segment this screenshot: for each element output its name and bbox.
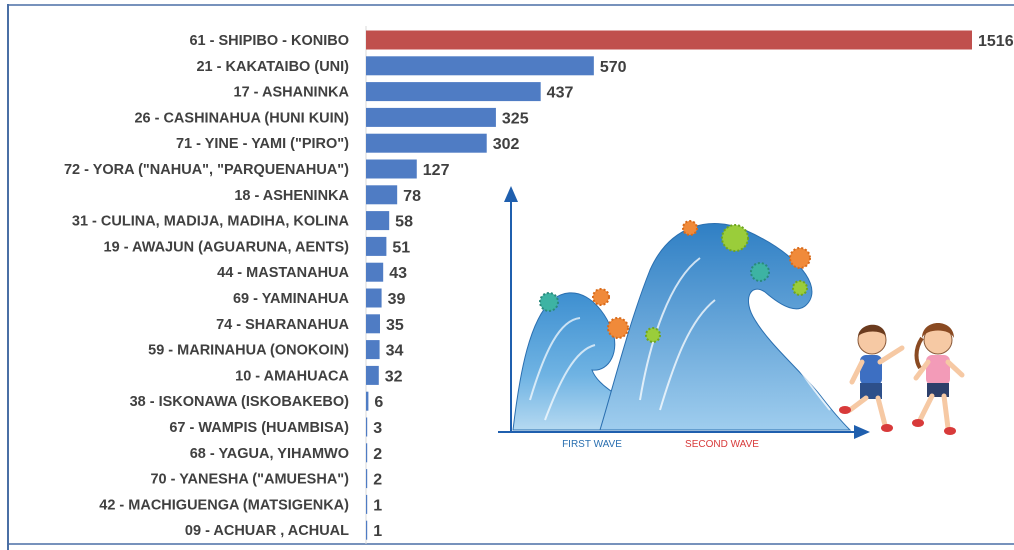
category-label: 19 - AWAJUN (AGUARUNA, AENTS) bbox=[104, 239, 350, 255]
category-label: 71 - YINE - YAMI ("PIRO") bbox=[176, 136, 349, 152]
bar bbox=[366, 133, 487, 153]
bar bbox=[366, 417, 368, 437]
value-label: 51 bbox=[392, 239, 410, 256]
bar bbox=[366, 107, 496, 127]
category-label: 61 - SHIPIBO - KONIBO bbox=[189, 33, 349, 49]
bar bbox=[366, 30, 972, 50]
running-girl-icon bbox=[912, 323, 965, 435]
bar bbox=[366, 288, 382, 308]
bar bbox=[366, 391, 369, 411]
value-label: 3 bbox=[373, 420, 382, 437]
value-label: 43 bbox=[389, 265, 407, 282]
category-label: 68 - YAGUA, YIHAMWO bbox=[190, 446, 349, 462]
category-label: 10 - AMAHUACA bbox=[235, 368, 349, 384]
value-label: 325 bbox=[502, 110, 529, 127]
value-label: 302 bbox=[493, 136, 520, 153]
second-wave-foam-icon bbox=[639, 257, 831, 411]
value-label: 78 bbox=[403, 188, 421, 205]
x-axis-arrow-icon bbox=[854, 425, 870, 439]
category-label: 67 - WAMPIS (HUAMBISA) bbox=[169, 420, 349, 436]
category-label: 44 - MASTANAHUA bbox=[217, 265, 349, 281]
value-label: 58 bbox=[395, 214, 413, 231]
category-label: 18 - ASHENINKA bbox=[234, 188, 349, 204]
value-label: 1 bbox=[373, 523, 382, 540]
value-label: 1 bbox=[373, 497, 382, 514]
value-label: 35 bbox=[386, 317, 404, 334]
bar bbox=[366, 211, 390, 231]
value-label: 570 bbox=[600, 59, 627, 76]
bar bbox=[366, 56, 594, 76]
first-wave-foam-icon bbox=[529, 317, 596, 421]
bar bbox=[366, 159, 417, 179]
bar bbox=[366, 494, 368, 514]
category-label: 72 - YORA ("NAHUA", "PARQUENAHUA") bbox=[64, 162, 349, 178]
value-label: 2 bbox=[373, 472, 382, 489]
category-label: 17 - ASHANINKA bbox=[234, 85, 350, 101]
category-label: 42 - MACHIGUENGA (MATSIGENKA) bbox=[99, 497, 349, 513]
y-axis-arrow-icon bbox=[504, 186, 518, 202]
bar bbox=[366, 340, 380, 360]
bar bbox=[366, 185, 398, 205]
category-label: 70 - YANESHA ("AMUESHA") bbox=[150, 472, 349, 488]
category-label: 26 - CASHINAHUA (HUNI KUIN) bbox=[134, 110, 349, 126]
category-label: 21 - KAKATAIBO (UNI) bbox=[196, 59, 349, 75]
running-boy-icon bbox=[839, 324, 905, 432]
bar bbox=[366, 262, 384, 282]
second-wave-label: SECOND WAVE bbox=[685, 439, 759, 450]
value-label: 127 bbox=[423, 162, 450, 179]
bar bbox=[366, 82, 541, 102]
category-label: 09 - ACHUAR , ACHUAL bbox=[185, 523, 349, 539]
value-label: 437 bbox=[547, 85, 574, 102]
value-label: 34 bbox=[386, 343, 404, 360]
value-label: 39 bbox=[388, 291, 406, 308]
value-label: 6 bbox=[374, 394, 383, 411]
category-label: 74 - SHARANAHUA bbox=[216, 317, 349, 333]
covid-wave-children-illustration: FIRST WAVE SECOND WAVE bbox=[498, 186, 965, 450]
bar bbox=[366, 314, 380, 334]
bar bbox=[366, 236, 387, 256]
value-label: 32 bbox=[385, 368, 403, 385]
category-label: 69 - YAMINAHUA bbox=[233, 291, 350, 307]
first-wave-label: FIRST WAVE bbox=[562, 439, 622, 450]
bar bbox=[366, 520, 368, 540]
bar bbox=[366, 443, 368, 463]
value-label: 1516 bbox=[978, 33, 1014, 50]
category-label: 31 - CULINA, MADIJA, MADIHA, KOLINA bbox=[72, 214, 350, 230]
virus-icon bbox=[539, 220, 811, 343]
category-label: 38 - ISKONAWA (ISKOBAKEBO) bbox=[130, 394, 350, 410]
category-label: 59 - MARINAHUA (ONOKOIN) bbox=[148, 343, 349, 359]
value-label: 2 bbox=[373, 446, 382, 463]
bar bbox=[366, 469, 368, 489]
second-wave-icon bbox=[599, 223, 852, 431]
bar bbox=[366, 365, 379, 385]
